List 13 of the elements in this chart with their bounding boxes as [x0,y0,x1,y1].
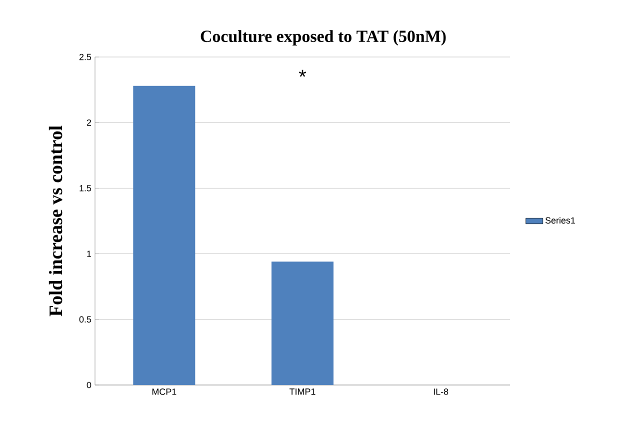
annotation: * [298,70,306,77]
x-tick-label: MCP1 [152,388,176,395]
y-tick-label: 1.5 [80,185,92,192]
legend-label: Series1 [545,217,575,224]
y-tick-label: 2 [86,119,92,126]
y-tick-label: 1 [87,250,92,257]
x-tick-label: TIMP1 [290,388,316,395]
y-tick-label: 0 [86,382,92,388]
chart-title: Coculture exposed to TAT (50nM) [200,30,446,46]
y-axis-title: Fold increase vs control [48,126,62,316]
y-tick-label: 2.5 [79,54,92,60]
x-tick-label: IL-8 [434,388,448,395]
y-tick-label: 0.5 [79,316,92,323]
